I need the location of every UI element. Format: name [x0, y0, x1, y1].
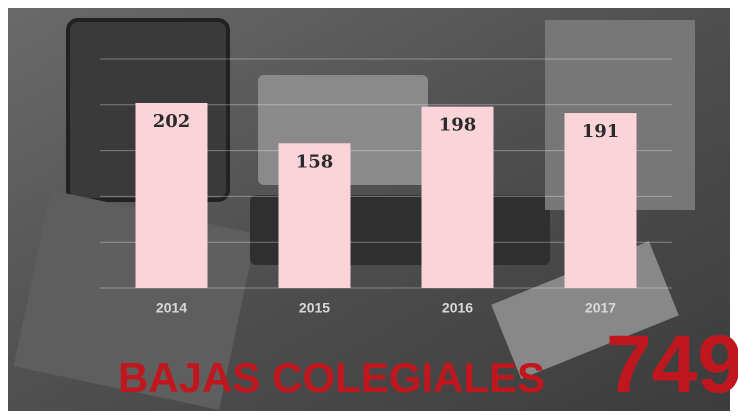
value-label: 191: [582, 121, 620, 142]
value-label: 202: [153, 111, 191, 132]
x-tick-label: 2014: [156, 300, 187, 316]
value-label: 198: [439, 115, 477, 136]
x-tick-label: 2016: [442, 300, 473, 316]
x-tick-label: 2017: [585, 300, 616, 316]
x-tick-label: 2015: [299, 300, 330, 316]
value-label: 158: [296, 151, 334, 172]
total: 749: [606, 319, 738, 410]
chart-title: BAJAS COLEGIALES: [118, 354, 545, 401]
chart: 202 2014 158 2015 198 2016 191 2017 BAJAS COLEG…: [0, 0, 738, 419]
